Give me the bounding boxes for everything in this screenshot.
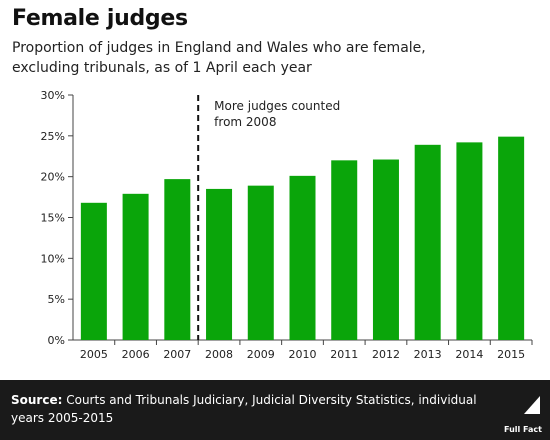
chart-subtitle: Proportion of judges in England and Wale… [12,38,532,78]
bar [122,193,149,340]
bar [206,188,233,340]
y-tick-label: 25% [41,130,65,143]
x-tick-label: 2010 [289,348,317,361]
y-tick-label: 20% [41,171,65,184]
x-tick-label: 2014 [455,348,483,361]
bar [289,175,316,340]
bar [247,185,274,340]
annotation-text-line-1: More judges counted [214,99,340,113]
annotation-text-line-2: from 2008 [214,115,276,129]
bar [372,159,399,340]
x-tick-label: 2005 [80,348,108,361]
footer: Source: Courts and Tribunals Judiciary, … [0,380,550,440]
x-tick-label: 2008 [205,348,233,361]
bar-chart: 0% 5% 10% 15% 20% 25% 30% 2005 2006 2007 2008 2009 2… [41,89,533,361]
y-tick-label: 0% [48,334,65,347]
bar [164,179,191,340]
source-label: Source: [11,393,63,407]
full-fact-logo-icon [524,396,540,414]
bar [414,144,441,340]
y-tick-label: 5% [48,293,65,306]
brand-logo: Full Fact [494,394,542,434]
chart-title: Female judges [12,6,188,31]
y-tick-label: 15% [41,212,65,225]
bar [331,160,358,340]
bar [498,136,525,340]
subtitle-line-1: Proportion of judges in England and Wale… [12,40,426,56]
subtitle-line-2: excluding tribunals, as of 1 April each … [12,60,312,76]
source-note: Source: Courts and Tribunals Judiciary, … [11,391,481,427]
x-tick-label: 2006 [122,348,150,361]
x-tick-label: 2009 [247,348,275,361]
x-tick-label: 2012 [372,348,400,361]
bar [80,202,107,340]
source-text: Courts and Tribunals Judiciary, Judicial… [11,393,477,425]
bar [456,142,483,340]
x-tick-label: 2013 [414,348,442,361]
x-tick-label: 2007 [163,348,191,361]
y-tick-label: 10% [41,252,65,265]
x-tick-label: 2011 [330,348,358,361]
brand-name: Full Fact [504,425,542,434]
y-tick-label: 30% [41,89,65,102]
x-tick-label: 2015 [497,348,525,361]
